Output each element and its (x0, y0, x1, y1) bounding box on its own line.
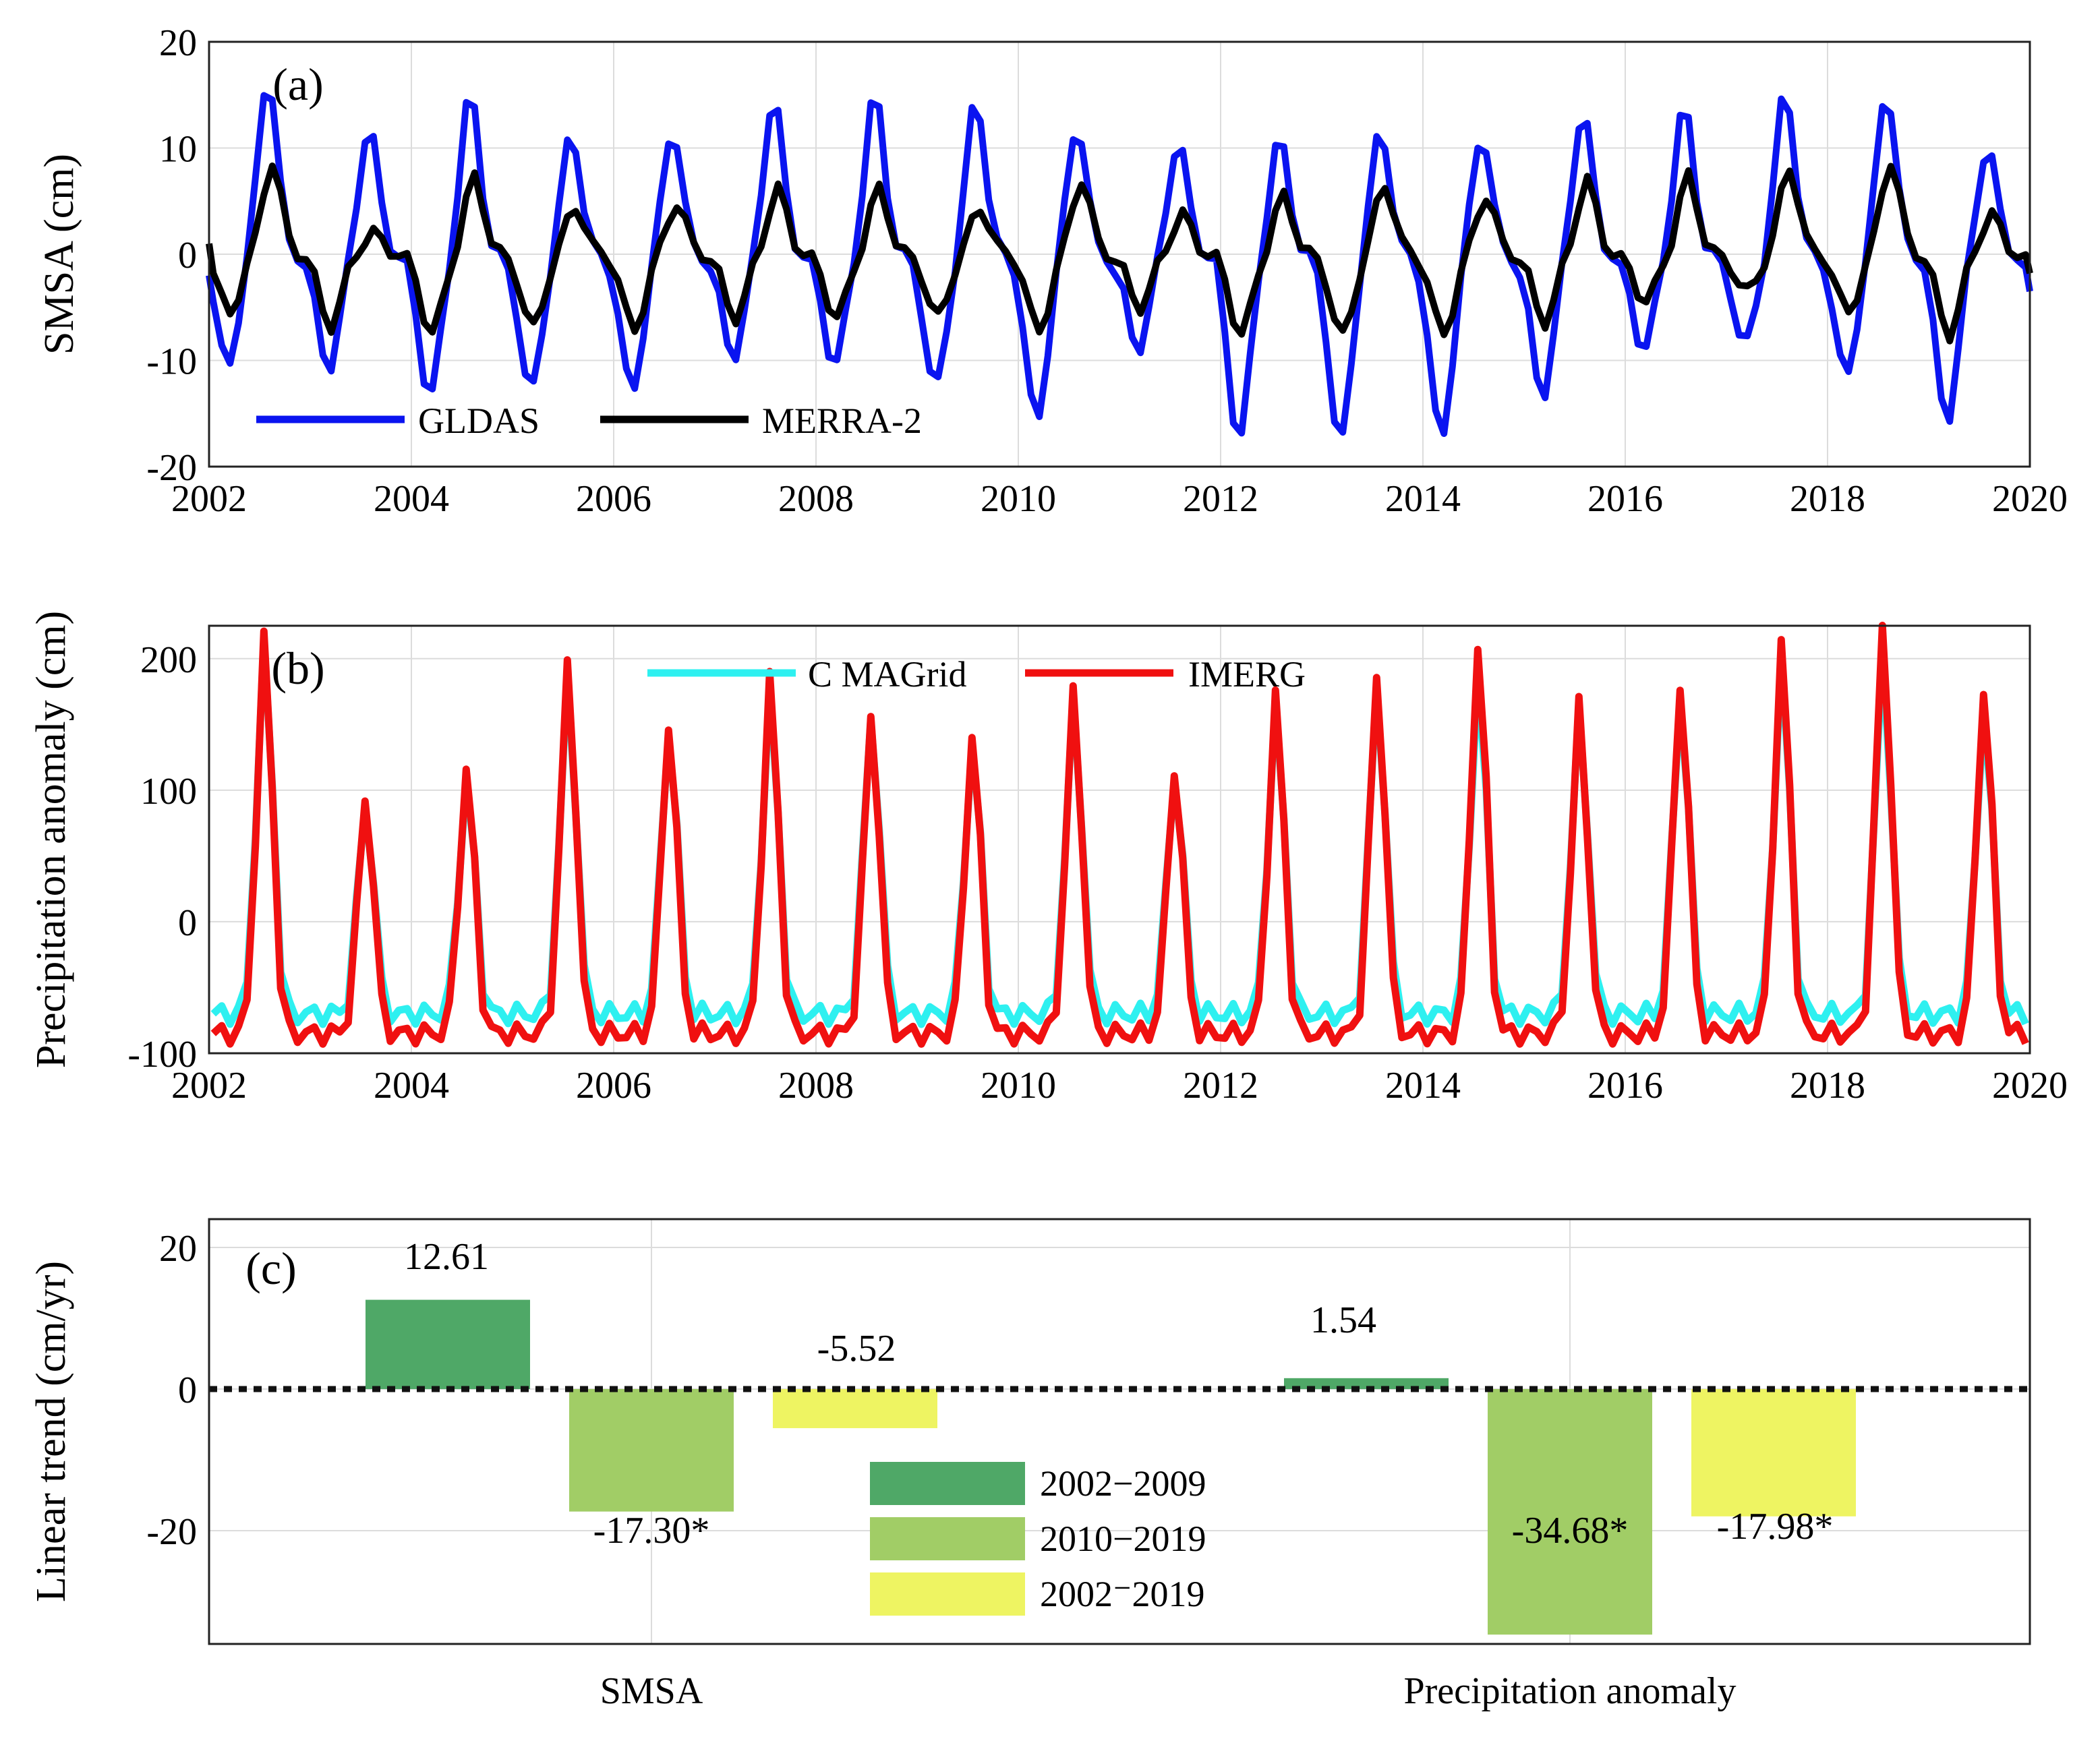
y-tick-label: 100 (140, 771, 197, 813)
bar-data-label: -34.68* (1512, 1510, 1629, 1552)
legend-label-merra2: MERRA-2 (762, 401, 922, 441)
y-tick-label: 20 (159, 22, 197, 64)
legend-swatch-0 (870, 1462, 1025, 1505)
legend-label-gldas: GLDAS (418, 401, 539, 441)
bar-0-0 (366, 1299, 530, 1389)
x-tick-label: 2014 (1385, 1065, 1461, 1107)
x-tick-label: 2020 (1992, 1065, 2068, 1107)
x-tick-label: 2004 (374, 1065, 449, 1107)
x-tick-label: 2020 (1992, 478, 2068, 520)
bar-0-2 (773, 1389, 937, 1428)
legend-label-cmagrid: C MAGrid (808, 654, 967, 695)
bar-1-2 (1691, 1389, 1856, 1517)
legend-label-1: 2010−2019 (1040, 1519, 1206, 1559)
plot-frame (208, 40, 2031, 468)
legend-label-0: 2002−2009 (1040, 1463, 1206, 1504)
panel-letter: (b) (271, 643, 324, 694)
panel-letter: (c) (245, 1243, 296, 1294)
x-tick-label: 2010 (981, 478, 1056, 520)
x-category-label: SMSA (600, 1670, 703, 1712)
panel-a: 2002 2004 2006 2008 2010 2012 2014 2016 2018 2020… (36, 22, 2068, 520)
x-tick-label: 2018 (1790, 478, 1865, 520)
bar-data-label: -5.52 (817, 1328, 896, 1370)
y-tick-label: 0 (178, 235, 197, 276)
x-tick-label: 2008 (778, 1065, 854, 1107)
plot-frame (208, 624, 2031, 1055)
series-line-imerg (210, 622, 2029, 1048)
x-tick-label: 2016 (1587, 1065, 1663, 1107)
x-tick-label: 2010 (981, 1065, 1056, 1107)
series-line-gldas (206, 92, 2033, 437)
x-tick-label: 2014 (1385, 478, 1461, 520)
y-tick-label: -100 (127, 1034, 197, 1076)
x-tick-label: 2012 (1183, 478, 1258, 520)
legend-swatch-2 (870, 1572, 1025, 1616)
y-tick-label: 10 (159, 129, 197, 171)
y-tick-label: 20 (159, 1228, 197, 1270)
y-tick-label: -10 (146, 341, 197, 383)
y-axis-title: Linear trend (cm/yr) (28, 1261, 74, 1602)
bar-0-1 (569, 1389, 734, 1512)
y-tick-label: 200 (140, 639, 197, 681)
legend-label-imerg: IMERG (1188, 654, 1306, 695)
x-tick-label: 2002 (171, 478, 247, 520)
legend-label-2: 2002⁻2019 (1040, 1574, 1205, 1614)
plot-frame (208, 1218, 2031, 1645)
x-tick-label: 2012 (1183, 1065, 1258, 1107)
bar-1-1 (1488, 1389, 1652, 1635)
series-line-merra-2 (206, 163, 2033, 345)
bar-data-label: 12.61 (404, 1236, 489, 1278)
panel-letter: (a) (272, 59, 323, 110)
bar-data-label: 1.54 (1310, 1299, 1376, 1341)
x-tick-label: 2018 (1790, 1065, 1865, 1107)
bar-data-label: -17.98* (1717, 1506, 1834, 1548)
panel-c: 12.61 1.54 -17.30* -34.68* -5.52 -17.98* -20 0 2… (28, 1218, 2031, 1712)
x-tick-label: 2006 (576, 478, 651, 520)
y-tick-label: -20 (146, 1511, 197, 1553)
x-tick-label: 2004 (374, 478, 449, 520)
x-tick-label: 2016 (1587, 478, 1663, 520)
y-tick-label: -20 (146, 447, 197, 489)
bar-data-label: -17.30* (593, 1510, 710, 1552)
y-axis-title: SMSA (cm) (36, 154, 82, 355)
x-tick-label: 2008 (778, 478, 854, 520)
y-tick-label: 0 (178, 1370, 197, 1411)
legend-swatch-1 (870, 1517, 1025, 1560)
x-tick-label: 2006 (576, 1065, 651, 1107)
x-category-label: Precipitation anomaly (1404, 1670, 1737, 1712)
y-tick-label: 0 (178, 902, 197, 944)
y-axis-title: Precipitation anomaly (cm) (28, 611, 74, 1068)
x-tick-label: 2002 (171, 1065, 247, 1107)
series-line-c-magrid (210, 634, 2029, 1028)
panel-b: 2002 2004 2006 2008 2010 2012 2014 2016 2018 2020… (28, 611, 2068, 1107)
